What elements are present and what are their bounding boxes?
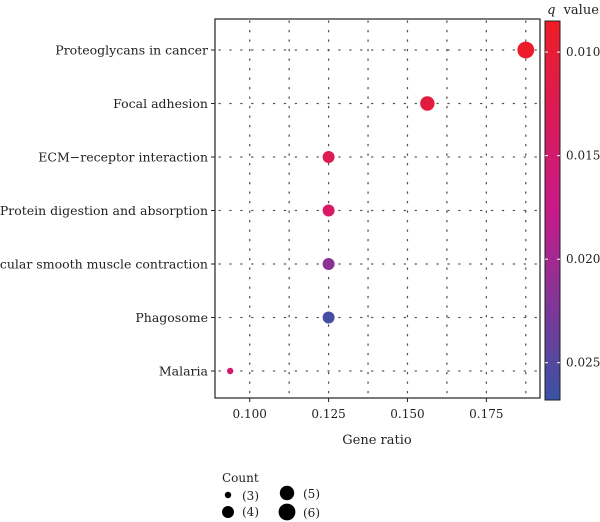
count-legend-symbol bbox=[224, 491, 232, 499]
q-value-colorbar-ticks: 0.010 0.015 0.020 0.025 bbox=[545, 45, 600, 370]
y-tick-label: ECM−receptor interaction bbox=[38, 150, 208, 165]
data-point bbox=[226, 367, 234, 375]
count-legend-label: (6) bbox=[303, 506, 320, 520]
x-axis-ticks: 0.100 0.125 0.150 0.175 bbox=[233, 398, 504, 421]
count-legend-label: (4) bbox=[242, 505, 259, 519]
y-tick-label: Phagosome bbox=[135, 310, 208, 325]
y-tick-label: Proteoglycans in cancer bbox=[55, 43, 208, 58]
y-tick-label: Protein digestion and absorption bbox=[0, 203, 208, 218]
plot-panel-border bbox=[214, 18, 541, 399]
y-tick-label: Focal adhesion bbox=[113, 96, 208, 111]
colorbar-tick-label: 0.015 bbox=[566, 149, 600, 163]
q-value-colorbar bbox=[544, 20, 561, 401]
count-legend-symbol bbox=[279, 485, 295, 501]
data-point bbox=[420, 96, 435, 111]
count-legend-symbol bbox=[278, 503, 296, 521]
q-value-legend-title-rest: value bbox=[563, 3, 600, 18]
data-point bbox=[322, 258, 335, 270]
y-tick-label: Vascular smooth muscle contraction bbox=[0, 257, 208, 272]
count-legend-title: Count bbox=[222, 471, 259, 485]
x-tick-label: 0.100 bbox=[233, 407, 267, 421]
count-legend-items: (3) (4) (5) (6) bbox=[222, 485, 320, 521]
q-value-legend-title: q value bbox=[547, 3, 599, 18]
q-value-legend-title-italic: q bbox=[547, 3, 555, 18]
colorbar-tick-label: 0.020 bbox=[566, 252, 600, 266]
q-value-color-legend: q value 0.010 0.015 0.020 0.025 bbox=[544, 3, 600, 401]
colorbar-tick-label: 0.025 bbox=[566, 356, 600, 370]
count-legend-symbol bbox=[222, 506, 234, 518]
data-points bbox=[226, 41, 535, 375]
data-point bbox=[517, 41, 535, 59]
count-legend-label: (5) bbox=[303, 487, 320, 501]
data-point bbox=[322, 311, 335, 324]
x-axis-title: Gene ratio bbox=[342, 433, 412, 448]
colorbar-tick-label: 0.010 bbox=[566, 45, 600, 59]
x-tick-label: 0.125 bbox=[311, 407, 345, 421]
x-tick-label: 0.150 bbox=[390, 407, 424, 421]
y-tick-label: Malaria bbox=[159, 364, 209, 379]
data-point bbox=[322, 204, 335, 217]
data-point bbox=[322, 151, 335, 163]
count-size-legend: Count (3) (4) (5) (6) bbox=[222, 471, 320, 521]
x-tick-label: 0.175 bbox=[469, 407, 503, 421]
count-legend-label: (3) bbox=[242, 489, 259, 503]
y-axis-ticks: Proteoglycans in cancer Focal adhesion ECM… bbox=[0, 43, 215, 379]
